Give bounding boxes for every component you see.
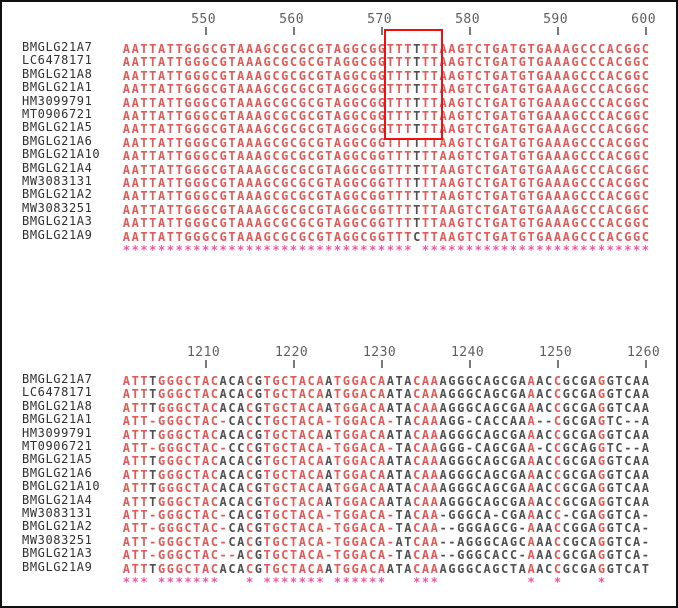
conservation-line: * * * * * * * * * * * * * * * * * * * * * * * * * * * * * *	[122, 575, 606, 589]
sequence-name-label: BMGLG21A1	[22, 80, 93, 95]
sequence-name-label: BMGLG21A2	[22, 187, 93, 202]
ruler-label: 600	[631, 12, 657, 27]
sequence-name-label: BMGLG21A5	[22, 452, 93, 467]
sequence-name-label: BMGLG21A6	[22, 133, 93, 148]
sequence-name-label: BMGLG21A9	[22, 227, 93, 242]
ruler-label: 1230	[362, 345, 397, 360]
sequence-name-label: BMGLG21A8	[22, 66, 93, 81]
sequence-name-label: BMGLG21A4	[22, 492, 93, 507]
ruler-label: 580	[455, 12, 481, 27]
sequence-name-label: LC6478171	[22, 385, 93, 400]
ruler-label: 570	[367, 12, 393, 27]
sequence-name-label: MW3083131	[22, 506, 93, 520]
ruler-label: 560	[279, 12, 305, 27]
sequence-name-label: BMGLG21A10	[22, 479, 101, 494]
sequence-name-label: BMGLG21A2	[22, 519, 93, 534]
sequence-name-label: BMGLG21A6	[22, 465, 93, 480]
sequence-name-label: MW3083131	[22, 174, 93, 188]
sequence-name-label: MT0906721	[22, 439, 93, 453]
ruler-tick	[556, 27, 559, 35]
ruler-tick	[468, 360, 471, 368]
sequence-name-label: BMGLG21A10	[22, 147, 101, 162]
sequence-name-label: BMGLG21A8	[22, 398, 93, 413]
ruler-label: 550	[191, 12, 217, 27]
ruler-tick	[380, 360, 383, 368]
ruler-tick	[556, 360, 559, 368]
ruler-tick	[468, 27, 471, 35]
ruler-label: 1220	[274, 345, 309, 360]
sequence-name-label: HM3099791	[22, 425, 93, 440]
sequence-name-label: BMGLG21A3	[22, 546, 93, 561]
highlight-box	[384, 29, 443, 140]
ruler-tick	[292, 27, 295, 35]
ruler-label: 1260	[626, 345, 661, 360]
ruler-tick	[292, 360, 295, 368]
sequence-name-label: MW3083251	[22, 532, 93, 547]
sequence-name-label: BMGLG21A4	[22, 160, 93, 175]
sequence-name-label: HM3099791	[22, 93, 93, 108]
sequence-name-label: BMGLG21A3	[22, 214, 93, 229]
ruler-tick	[204, 27, 207, 35]
sequence-name-label: BMGLG21A7	[22, 372, 93, 386]
ruler-tick	[380, 27, 383, 35]
sequence-name-label: BMGLG21A1	[22, 412, 93, 427]
ruler-tick	[644, 360, 647, 368]
conservation-line: * * * * * * * * * * * * * * * * * * * * * * * * * * * * * * * * * * * * * * *…	[122, 243, 650, 257]
sequence-name-label: BMGLG21A9	[22, 559, 93, 574]
ruler-label: 1240	[450, 345, 485, 360]
ruler-tick	[204, 360, 207, 368]
sequence-name-label: MT0906721	[22, 107, 93, 121]
sequence-name-label: BMGLG21A5	[22, 120, 93, 135]
sequence-name-label: LC6478171	[22, 53, 93, 68]
ruler-label: 590	[543, 12, 569, 27]
sequence-name-label: BMGLG21A7	[22, 40, 93, 54]
sequence-name-label: MW3083251	[22, 200, 93, 215]
ruler-tick	[644, 27, 647, 35]
ruler-label: 1210	[186, 345, 221, 360]
ruler-label: 1250	[538, 345, 573, 360]
